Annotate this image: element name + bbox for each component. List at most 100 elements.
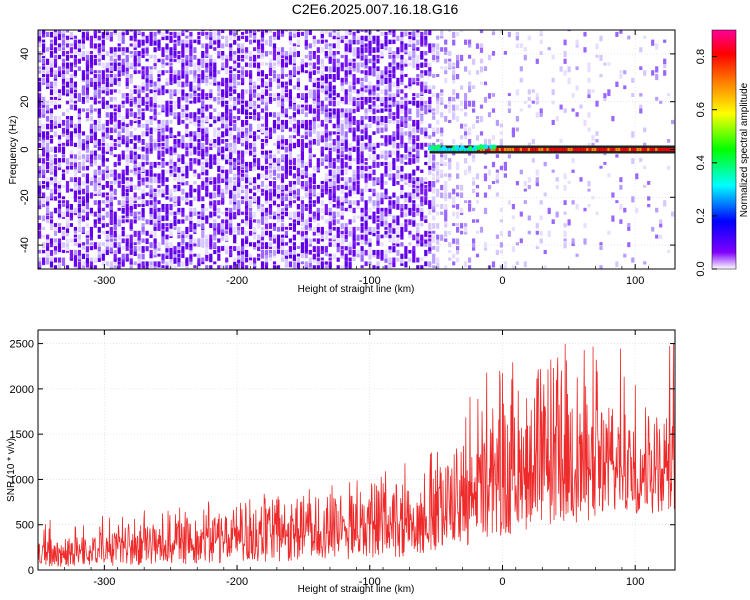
- spectrogram-cell: [73, 249, 77, 256]
- spectrogram-cell: [344, 54, 348, 59]
- spectrogram-cell: [416, 204, 420, 208]
- spectrogram-cell: [324, 116, 328, 123]
- spectrogram-cell: [169, 119, 173, 124]
- spectrogram-cell: [472, 85, 476, 90]
- spectrogram-cell: [229, 184, 233, 191]
- spectrogram-cell: [464, 169, 468, 176]
- spectrogram-cell: [109, 226, 113, 232]
- spectrogram-cell: [316, 108, 320, 115]
- spectrogram-cell: [69, 142, 73, 147]
- spectrogram-cell: [145, 58, 149, 62]
- spectrogram-cell: [221, 35, 225, 39]
- spectrogram-cell: [268, 81, 273, 87]
- signal-band-cell: [530, 147, 533, 152]
- spectrogram-cell: [551, 169, 555, 173]
- spectrogram-cell: [388, 154, 392, 158]
- spectrogram-cell: [249, 77, 253, 83]
- spectrogram-cell: [507, 200, 511, 205]
- spectrogram-cell: [348, 154, 352, 160]
- spectrogram-cell: [308, 161, 312, 168]
- spectrogram-cell: [189, 223, 193, 228]
- spectrogram-cell: [57, 35, 62, 41]
- spectrogram-cell: [209, 265, 213, 269]
- spectrogram-cell: [368, 93, 372, 97]
- spectrogram-cell: [181, 112, 185, 119]
- spectrogram-cell: [237, 158, 241, 163]
- spectrogram-cell: [197, 261, 201, 267]
- spectrogram-cell: [468, 265, 472, 269]
- spectrogram-cell: [276, 215, 281, 220]
- spectrogram-cell: [448, 257, 452, 261]
- spectrogram-cell: [257, 253, 261, 257]
- spectrogram-cell: [209, 211, 213, 218]
- spectrogram-cell: [420, 169, 424, 173]
- signal-band-blob: [454, 145, 460, 150]
- spectrogram-cell: [428, 142, 432, 147]
- spectrogram-cell: [213, 184, 217, 192]
- spectrogram-cell: [201, 184, 205, 190]
- spectrogram-cell: [268, 112, 273, 117]
- spectrogram-cell: [424, 85, 428, 90]
- spectrogram-cell: [543, 161, 547, 167]
- spectrogram-cell: [304, 31, 308, 38]
- spectrogram-cell: [149, 253, 153, 259]
- spectrogram-cell: [280, 100, 285, 107]
- spectrogram-cell: [416, 112, 420, 118]
- spectrogram-cell: [89, 112, 93, 116]
- spectrogram-cell: [257, 96, 261, 101]
- spectrogram-cell: [288, 184, 292, 192]
- spectrogram-cell: [491, 93, 496, 97]
- spectrogram-cell: [376, 30, 380, 32]
- spectrogram-cell: [237, 35, 241, 41]
- spectrogram-cell: [432, 234, 436, 241]
- spectrogram-cell: [276, 119, 281, 125]
- spectrogram-cell: [201, 123, 205, 129]
- spectrogram-cell: [169, 77, 173, 82]
- signal-band-cell: [570, 147, 573, 152]
- spectrogram-cell: [229, 223, 233, 228]
- spectrogram-cell: [125, 196, 129, 201]
- spectrogram-cell: [452, 139, 456, 144]
- spectrogram-cell: [241, 74, 245, 79]
- spectrogram-cell: [364, 127, 368, 132]
- spectrogram-cell: [288, 165, 292, 170]
- spectrogram-cell: [472, 242, 476, 248]
- spectrogram-cell: [296, 81, 300, 87]
- spectrogram-cell: [77, 150, 81, 156]
- spectrogram-cell: [380, 253, 384, 260]
- spectrogram-cell: [396, 100, 400, 105]
- spectrogram-cell: [332, 226, 336, 231]
- spectrogram-cell: [69, 77, 73, 84]
- spectrogram-cell: [328, 261, 332, 268]
- spectrogram-cell: [416, 77, 420, 81]
- spectrogram-cell: [412, 177, 416, 181]
- spectrogram-cell: [181, 249, 185, 254]
- spectrogram-cell: [57, 119, 62, 123]
- spectrogram-cell: [65, 223, 70, 229]
- spectrogram-cell: [245, 150, 249, 154]
- spectrogram-cell: [316, 165, 320, 171]
- spectrogram-cell: [388, 39, 392, 45]
- spectrogram-cell: [141, 123, 145, 129]
- spectrogram-cell: [348, 257, 352, 262]
- spectrogram-cell: [97, 165, 101, 170]
- spectrogram-cell: [229, 77, 233, 83]
- spectrogram-cell: [205, 58, 209, 63]
- spectrogram-cell: [73, 226, 77, 231]
- spectrogram-cell: [320, 131, 324, 136]
- spectrogram-cell: [109, 230, 113, 235]
- spectrogram-cell: [237, 93, 241, 99]
- spectrogram-cell: [253, 81, 257, 86]
- spectrogram-cell: [316, 139, 320, 145]
- spectrogram-cell: [213, 30, 217, 32]
- spectrogram-cell: [356, 62, 360, 68]
- spectrogram-cell: [77, 108, 81, 114]
- spectrogram-cell: [213, 108, 217, 112]
- spectrogram-cell: [225, 246, 229, 251]
- spectrogram-cell: [511, 127, 515, 133]
- spectrogram-cell: [368, 200, 372, 204]
- spectrogram-cell: [117, 43, 121, 47]
- spectrogram-cell: [69, 257, 73, 261]
- spectrogram-cell: [344, 131, 348, 137]
- spectrogram-cell: [109, 66, 113, 71]
